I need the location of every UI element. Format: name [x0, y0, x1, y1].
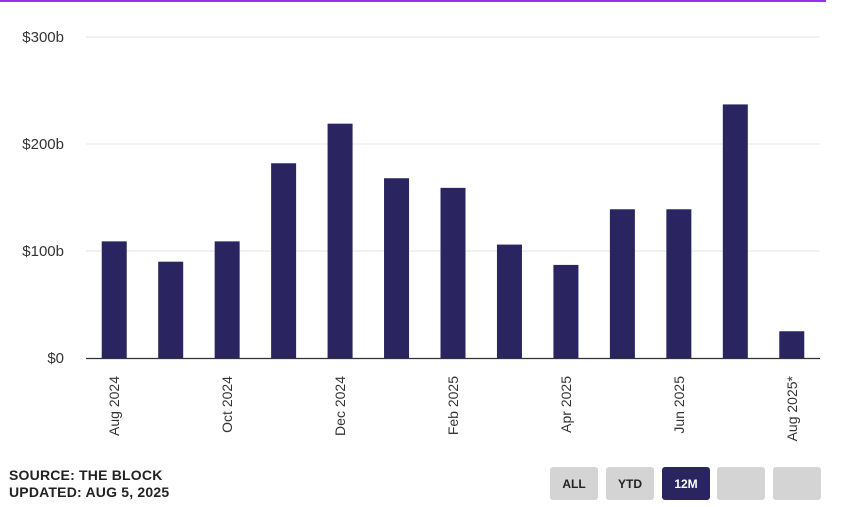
bar: [384, 178, 410, 358]
range-extra-button-2[interactable]: [773, 467, 821, 500]
range-12m-button[interactable]: 12M: [662, 467, 710, 500]
x-tick-label: Aug 2024: [106, 376, 122, 436]
x-tick-label: Dec 2024: [332, 376, 348, 436]
bar: [553, 264, 579, 358]
bar: [214, 241, 240, 358]
bar: [779, 331, 805, 358]
top-accent-bar: [0, 0, 826, 2]
bar: [271, 163, 297, 358]
source-label: SOURCE: THE BLOCK: [9, 467, 163, 483]
bar: [496, 244, 522, 358]
x-tick-label: Jun 2025: [671, 376, 687, 434]
y-tick-label: $300b: [22, 29, 64, 46]
bar-chart: $0 $100b $200b $300b Aug 2024 Oct 2024 Dec 202…: [22, 29, 820, 441]
x-tick-label: Apr 2025: [558, 376, 574, 433]
range-extra-button-1[interactable]: [717, 467, 765, 500]
y-tick-label: $200b: [22, 136, 64, 153]
bar: [666, 209, 692, 358]
range-ytd-button[interactable]: YTD: [606, 467, 654, 500]
updated-label: UPDATED: AUG 5, 2025: [9, 484, 170, 500]
bar: [722, 104, 748, 358]
y-tick-label: $100b: [22, 243, 64, 260]
x-tick-label: Feb 2025: [445, 376, 461, 435]
bar: [327, 123, 353, 358]
bar: [609, 209, 635, 358]
bar: [440, 187, 466, 358]
range-all-button[interactable]: ALL: [550, 467, 598, 500]
bar: [101, 241, 127, 358]
x-tick-label: Oct 2024: [219, 376, 235, 433]
bar: [158, 261, 184, 358]
y-tick-label: $0: [47, 350, 64, 367]
x-tick-label: Aug 2025*: [784, 375, 800, 441]
